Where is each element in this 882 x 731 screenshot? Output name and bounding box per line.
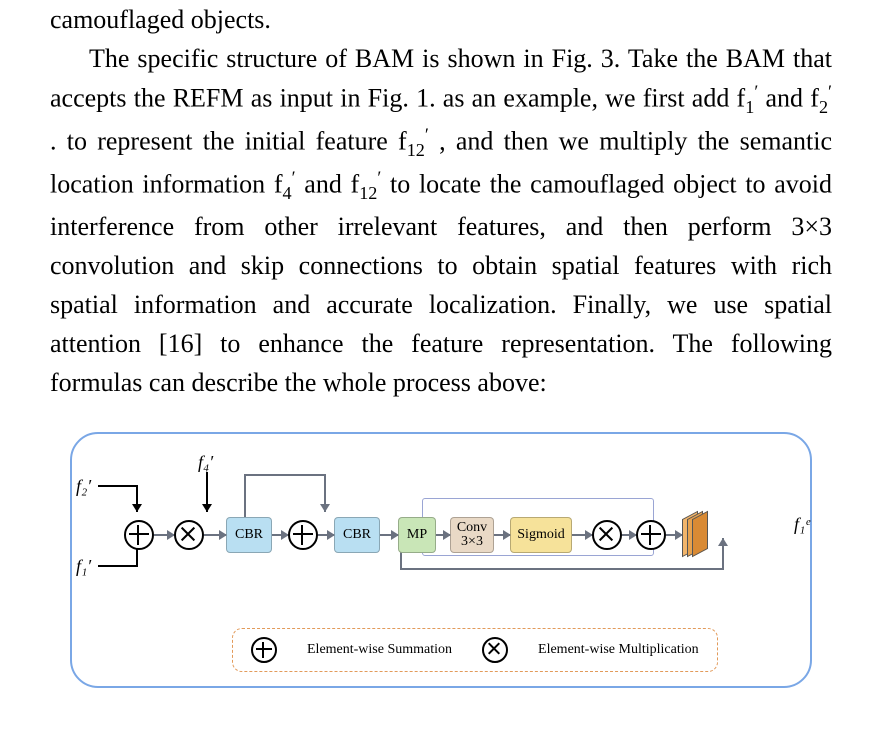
arrow-icon bbox=[622, 534, 636, 536]
elementwise-mul-icon bbox=[174, 520, 204, 550]
connector bbox=[244, 474, 324, 476]
text-line: camouflaged objects. bbox=[50, 5, 271, 34]
legend-label: Element-wise Multiplication bbox=[538, 642, 699, 658]
arrow-icon bbox=[154, 534, 174, 536]
label-out: f₁ᵉ bbox=[794, 514, 810, 535]
arrow-icon bbox=[272, 534, 288, 536]
cbr-block: CBR bbox=[334, 517, 380, 553]
elementwise-sum-icon bbox=[288, 520, 318, 550]
diagram-legend: Element-wise Summation Element-wise Mult… bbox=[232, 628, 718, 672]
arrow-icon bbox=[318, 534, 334, 536]
conv-block: Conv 3×3 bbox=[450, 517, 494, 553]
cbr-block: CBR bbox=[226, 517, 272, 553]
connector bbox=[98, 485, 138, 487]
paragraph-main: The specific structure of BAM is shown i… bbox=[50, 39, 832, 402]
arrow-icon bbox=[494, 534, 510, 536]
elementwise-mul-icon bbox=[482, 637, 508, 663]
text-frag: The specific structure of BAM is shown i… bbox=[50, 44, 832, 113]
arrow-icon bbox=[572, 534, 592, 536]
elementwise-sum-icon bbox=[124, 520, 154, 550]
feature-stack-icon bbox=[682, 515, 706, 555]
label-f4: f₄′ bbox=[198, 452, 213, 473]
legend-label: Element-wise Summation bbox=[307, 642, 452, 658]
sigmoid-block: Sigmoid bbox=[510, 517, 572, 553]
maxpool-block: MP bbox=[398, 517, 436, 553]
arrow-icon bbox=[204, 534, 226, 536]
elementwise-sum-icon bbox=[251, 637, 277, 663]
elementwise-sum-icon bbox=[636, 520, 666, 550]
bam-diagram: f₂′ f₁′ f₄′ f₁ᵉ CBR bbox=[70, 432, 812, 688]
arrow-icon bbox=[436, 534, 450, 536]
label-f1: f₁′ bbox=[76, 556, 91, 577]
connector bbox=[98, 565, 138, 567]
label-f2: f₂′ bbox=[76, 476, 91, 497]
elementwise-mul-icon bbox=[592, 520, 622, 550]
flow-row: CBR CBR MP Conv 3×3 Sigmoid bbox=[92, 510, 790, 560]
arrow-icon bbox=[666, 534, 682, 536]
paragraph-fragment-top: camouflaged objects. bbox=[50, 0, 832, 39]
connector bbox=[400, 568, 722, 570]
arrow-icon bbox=[380, 534, 398, 536]
